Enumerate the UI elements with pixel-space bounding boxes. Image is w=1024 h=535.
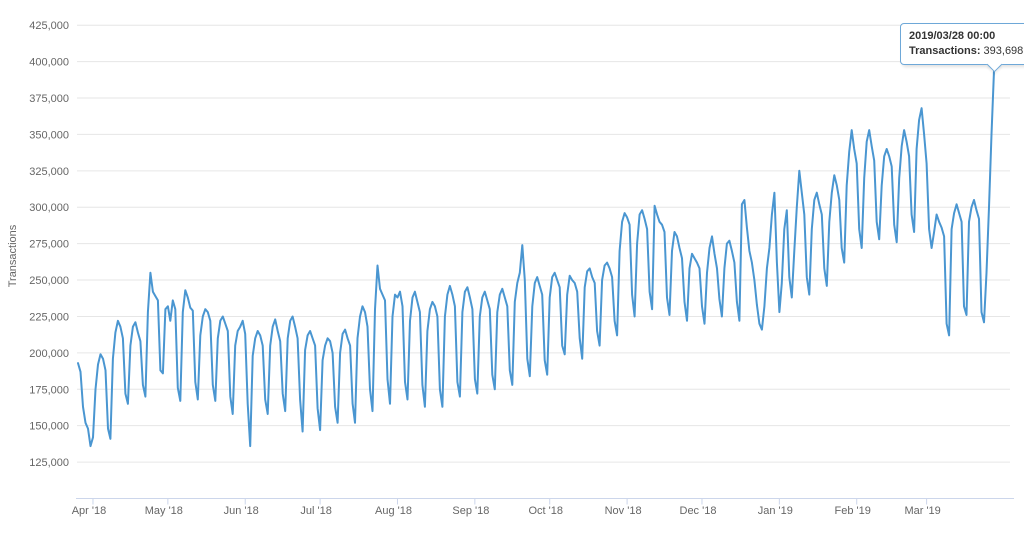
y-axis-label: 400,000 xyxy=(29,57,69,69)
y-axis-label: 425,000 xyxy=(29,20,69,32)
tooltip-value: 393,698 xyxy=(983,45,1024,57)
y-axis-label: 375,000 xyxy=(29,93,69,105)
x-axis-label: Jan '19 xyxy=(758,505,793,517)
x-axis-label: Feb '19 xyxy=(835,505,871,517)
tooltip-date: 2019/03/28 00:00 xyxy=(909,30,996,42)
y-axis-label: 200,000 xyxy=(29,348,69,360)
y-axis-label: 350,000 xyxy=(29,129,69,141)
y-axis-label: 150,000 xyxy=(29,421,69,433)
x-axis-label: Jul '18 xyxy=(300,505,331,517)
x-axis-label: May '18 xyxy=(145,505,183,517)
x-axis-label: Apr '18 xyxy=(72,505,107,517)
y-axis-label: 250,000 xyxy=(29,275,69,287)
tooltip-row: Transactions: 393,698 xyxy=(909,44,1023,59)
y-axis-label: 300,000 xyxy=(29,202,69,214)
x-axis-label: Jun '18 xyxy=(224,505,259,517)
y-axis-label: 275,000 xyxy=(29,239,69,251)
x-axis-label: Sep '18 xyxy=(452,505,489,517)
x-axis-label: Oct '18 xyxy=(528,505,563,517)
y-axis-label: 175,000 xyxy=(29,384,69,396)
series-line[interactable] xyxy=(77,69,995,448)
y-axis-label: 125,000 xyxy=(29,457,69,469)
chart-tooltip: 2019/03/28 00:00 Transactions: 393,698 xyxy=(900,23,1024,65)
tooltip-series-label: Transactions: xyxy=(909,45,981,57)
x-axis-label: Aug '18 xyxy=(375,505,412,517)
x-axis-label: Dec '18 xyxy=(680,505,717,517)
y-axis-label: 225,000 xyxy=(29,311,69,323)
x-axis-label: Nov '18 xyxy=(605,505,642,517)
y-axis-label: 325,000 xyxy=(29,166,69,178)
y-axis-title: Transactions xyxy=(7,224,19,288)
x-axis-label: Mar '19 xyxy=(904,505,940,517)
